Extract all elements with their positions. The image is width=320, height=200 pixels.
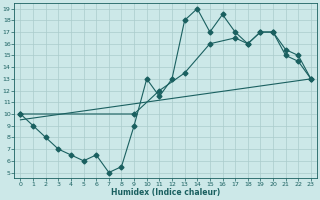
X-axis label: Humidex (Indice chaleur): Humidex (Indice chaleur)	[111, 188, 220, 197]
